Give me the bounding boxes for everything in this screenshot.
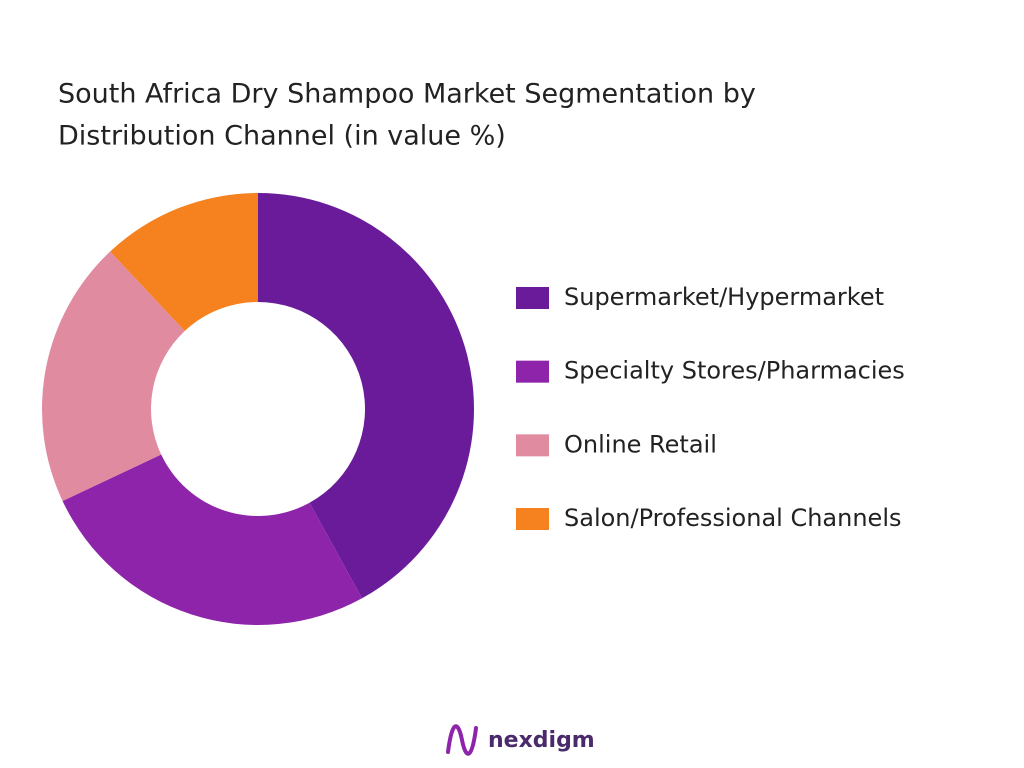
chart-title: Distribution Channel (in value %)	[58, 121, 506, 152]
legend-swatch	[516, 434, 549, 457]
legend-swatch	[516, 508, 549, 530]
brand-logo: nexdigm	[446, 724, 595, 756]
legend-label: Online Retail	[564, 430, 717, 458]
legend-label: Salon/Professional Channels	[564, 504, 902, 532]
brand-name: nexdigm	[488, 728, 595, 753]
donut-slice	[42, 251, 185, 501]
logo-icon	[446, 724, 478, 756]
legend-swatch	[516, 287, 549, 309]
donut-slice	[258, 193, 475, 599]
legend-label: Supermarket/Hypermarket	[564, 283, 884, 311]
legend-label: Specialty Stores/Pharmacies	[564, 357, 905, 385]
donut-slice	[62, 454, 363, 626]
chart-title: South Africa Dry Shampoo Market Segmenta…	[58, 79, 756, 110]
donut-slice	[110, 193, 259, 332]
legend-swatch	[516, 360, 549, 383]
